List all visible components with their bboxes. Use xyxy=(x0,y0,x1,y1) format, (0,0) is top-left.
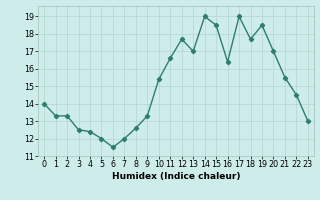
X-axis label: Humidex (Indice chaleur): Humidex (Indice chaleur) xyxy=(112,172,240,181)
